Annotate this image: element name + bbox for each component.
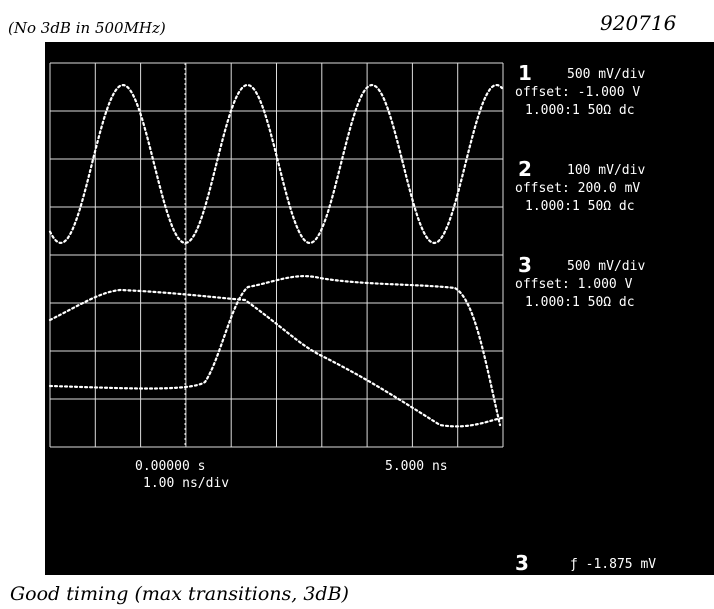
channel-coupling: 1.000:1 50Ω dc bbox=[525, 103, 635, 118]
date: 920716 bbox=[600, 11, 677, 35]
channel-offset: offset: 1.000 V bbox=[515, 277, 633, 292]
page: (No 3dB in 500MHz) 920716 1 500 mV/div off… bbox=[0, 0, 714, 609]
channel-scale: 500 mV/div bbox=[567, 67, 645, 82]
channel-coupling: 1.000:1 50Ω dc bbox=[525, 295, 635, 310]
channel-number: 3 bbox=[518, 253, 532, 277]
scope-scan: (No 3dB in 500MHz) 920716 1 500 mV/div off… bbox=[0, 0, 714, 609]
bottom-note: Good timing (max transitions, 3dB) bbox=[10, 583, 349, 605]
time-scale: 1.00 ns/div bbox=[143, 476, 229, 491]
channel-scale: 100 mV/div bbox=[567, 163, 645, 178]
channel-number: 1 bbox=[518, 61, 532, 85]
top-note: (No 3dB in 500MHz) bbox=[8, 19, 166, 37]
channel-offset: offset: -1.000 V bbox=[515, 85, 640, 100]
channel-offset: offset: 200.0 mV bbox=[515, 181, 640, 196]
time-start: 0.00000 s bbox=[135, 459, 205, 474]
time-end: 5.000 ns bbox=[385, 459, 448, 474]
channel-coupling: 1.000:1 50Ω dc bbox=[525, 199, 635, 214]
trigger-level: ƒ -1.875 mV bbox=[570, 557, 656, 572]
trigger-channel: 3 bbox=[515, 551, 529, 575]
channel-scale: 500 mV/div bbox=[567, 259, 645, 274]
channel-number: 2 bbox=[518, 157, 532, 181]
